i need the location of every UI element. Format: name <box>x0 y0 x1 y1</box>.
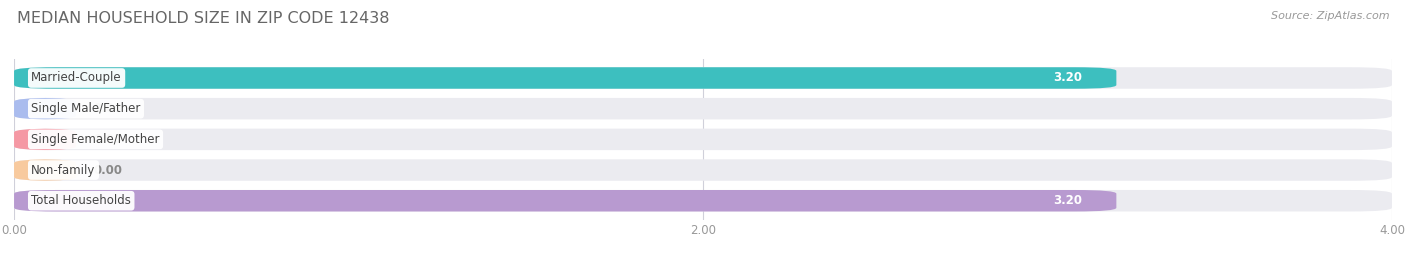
Text: MEDIAN HOUSEHOLD SIZE IN ZIP CODE 12438: MEDIAN HOUSEHOLD SIZE IN ZIP CODE 12438 <box>17 11 389 26</box>
Text: Single Male/Father: Single Male/Father <box>31 102 141 115</box>
Text: Non-family: Non-family <box>31 163 96 177</box>
Text: Single Female/Mother: Single Female/Mother <box>31 133 160 146</box>
FancyBboxPatch shape <box>14 159 76 181</box>
FancyBboxPatch shape <box>14 159 1392 181</box>
FancyBboxPatch shape <box>14 67 1392 89</box>
FancyBboxPatch shape <box>14 190 1116 211</box>
FancyBboxPatch shape <box>14 190 1392 211</box>
Text: Source: ZipAtlas.com: Source: ZipAtlas.com <box>1271 11 1389 21</box>
Text: 0.00: 0.00 <box>93 163 122 177</box>
Text: 3.20: 3.20 <box>1053 72 1083 84</box>
Text: 3.20: 3.20 <box>1053 194 1083 207</box>
Text: Married-Couple: Married-Couple <box>31 72 122 84</box>
FancyBboxPatch shape <box>14 98 76 120</box>
Text: Total Households: Total Households <box>31 194 131 207</box>
FancyBboxPatch shape <box>14 98 1392 120</box>
FancyBboxPatch shape <box>14 67 1116 89</box>
Text: 0.00: 0.00 <box>93 133 122 146</box>
FancyBboxPatch shape <box>14 129 76 150</box>
Text: 0.00: 0.00 <box>93 102 122 115</box>
FancyBboxPatch shape <box>14 129 1392 150</box>
